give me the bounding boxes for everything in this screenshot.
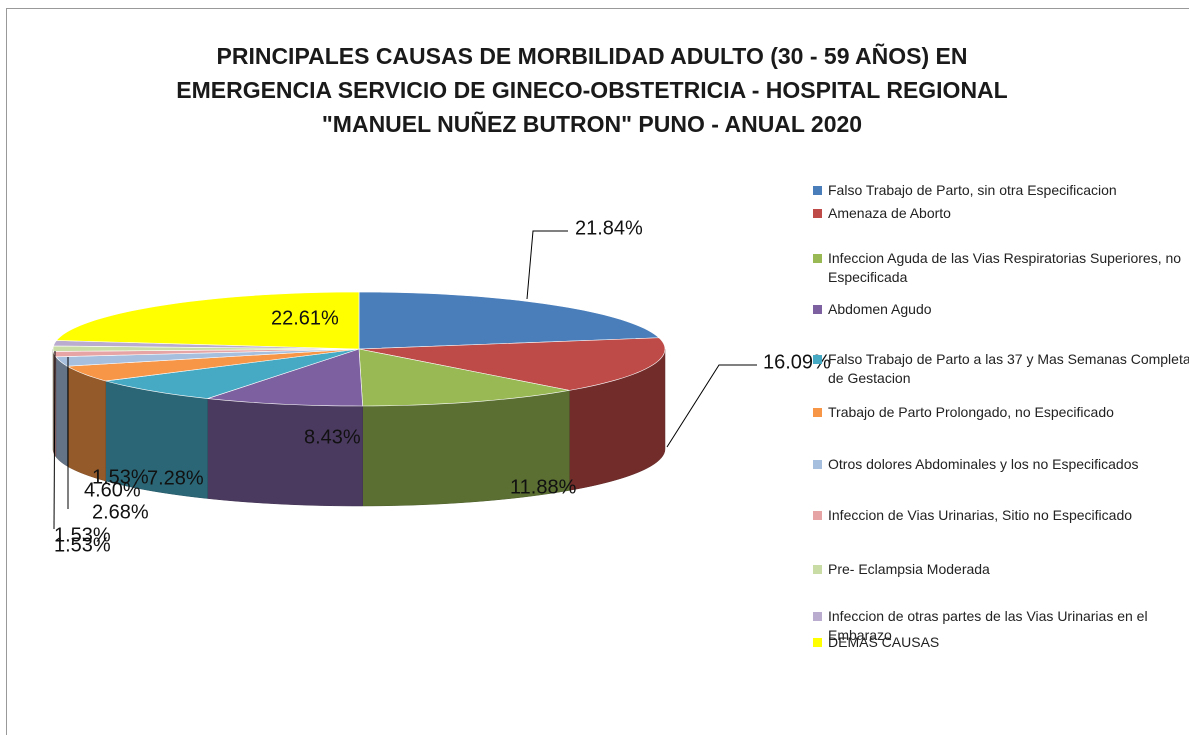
data-label: 22.61% bbox=[271, 307, 339, 329]
legend-label: Amenaza de Aborto bbox=[828, 205, 951, 221]
pie-side bbox=[56, 357, 67, 466]
legend-label: Infeccion de Vias Urinarias, Sitio no Es… bbox=[828, 507, 1132, 523]
legend-swatch bbox=[813, 355, 822, 364]
legend-item: Trabajo de Parto Prolongado, no Especifi… bbox=[813, 403, 1189, 422]
leader-line bbox=[667, 365, 757, 447]
data-label: 8.43% bbox=[304, 426, 361, 448]
legend-swatch bbox=[813, 511, 822, 520]
pie-side bbox=[67, 366, 105, 481]
legend-item: Falso Trabajo de Parto a las 37 y Mas Se… bbox=[813, 350, 1189, 388]
legend-swatch bbox=[813, 612, 822, 621]
legend-label: Infeccion Aguda de las Vias Respiratoria… bbox=[828, 250, 1181, 285]
legend-swatch bbox=[813, 209, 822, 218]
legend-label: Pre- Eclampsia Moderada bbox=[828, 561, 990, 577]
legend-item: Infeccion de Vias Urinarias, Sitio no Es… bbox=[813, 506, 1189, 525]
chart-title: PRINCIPALES CAUSAS DE MORBILIDAD ADULTO … bbox=[147, 39, 1037, 141]
legend-swatch bbox=[813, 408, 822, 417]
data-label: 11.88% bbox=[510, 476, 577, 498]
legend-label: Falso Trabajo de Parto a las 37 y Mas Se… bbox=[828, 351, 1189, 386]
legend-swatch bbox=[813, 254, 822, 263]
data-label: 21.84% bbox=[575, 217, 643, 239]
legend-label: Falso Trabajo de Parto, sin otra Especif… bbox=[828, 182, 1117, 198]
legend-swatch bbox=[813, 460, 822, 469]
pie-side bbox=[208, 399, 363, 506]
legend-item: Infeccion Aguda de las Vias Respiratoria… bbox=[813, 249, 1189, 287]
data-label: 1.53% bbox=[54, 534, 111, 556]
legend-item: Falso Trabajo de Parto, sin otra Especif… bbox=[813, 181, 1189, 200]
chart: 21.84%16.09%11.88%8.43%7.28%4.60%2.68%1.… bbox=[6, 8, 1189, 735]
legend-label: Trabajo de Parto Prolongado, no Especifi… bbox=[828, 404, 1114, 420]
legend-swatch bbox=[813, 186, 822, 195]
legend-label: Otros dolores Abdominales y los no Espec… bbox=[828, 456, 1139, 472]
legend-item: Amenaza de Aborto bbox=[813, 204, 1189, 223]
legend-label: DEMAS CAUSAS bbox=[828, 634, 939, 650]
legend-item: DEMAS CAUSAS bbox=[813, 633, 1189, 652]
legend-item: Abdomen Agudo bbox=[813, 300, 1189, 319]
legend-swatch bbox=[813, 305, 822, 314]
data-label: 7.28% bbox=[147, 467, 204, 489]
legend-label: Abdomen Agudo bbox=[828, 301, 932, 317]
data-label: 1.53% bbox=[92, 466, 149, 488]
legend-swatch bbox=[813, 638, 822, 647]
data-label: 2.68% bbox=[92, 501, 149, 523]
legend-swatch bbox=[813, 565, 822, 574]
legend-item: Pre- Eclampsia Moderada bbox=[813, 560, 1189, 579]
leader-line bbox=[527, 231, 568, 299]
legend-item: Otros dolores Abdominales y los no Espec… bbox=[813, 455, 1189, 474]
